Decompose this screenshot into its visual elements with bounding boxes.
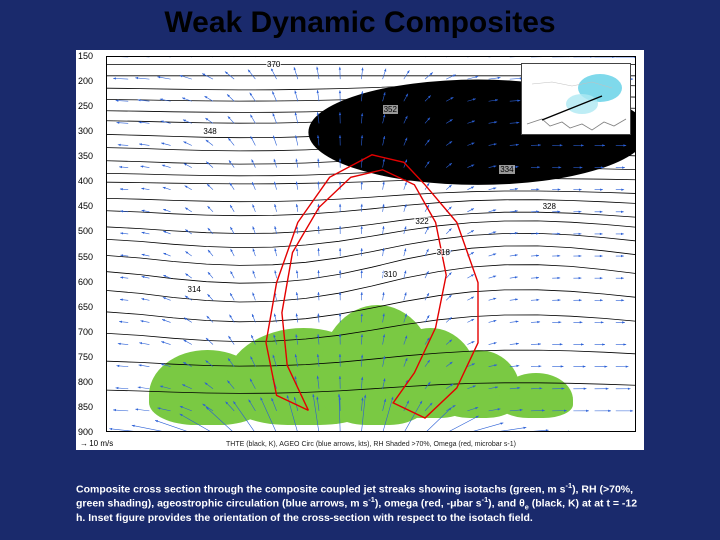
slide-title: Weak Dynamic Composites — [0, 6, 720, 40]
inset-map — [521, 63, 631, 135]
cross-section-plot: 370352348334328322318314310 35.0;-77.0 3… — [106, 56, 636, 432]
caption-text: Composite cross section through the comp… — [76, 482, 644, 524]
chart-container: 1502002503003504004505005506006507007508… — [76, 50, 644, 450]
slide: Weak Dynamic Composites 1502002503003504… — [0, 0, 720, 540]
chart-footer-text: THTE (black, K), AGEO Circ (blue arrows,… — [106, 441, 636, 448]
inset-svg — [522, 64, 631, 135]
